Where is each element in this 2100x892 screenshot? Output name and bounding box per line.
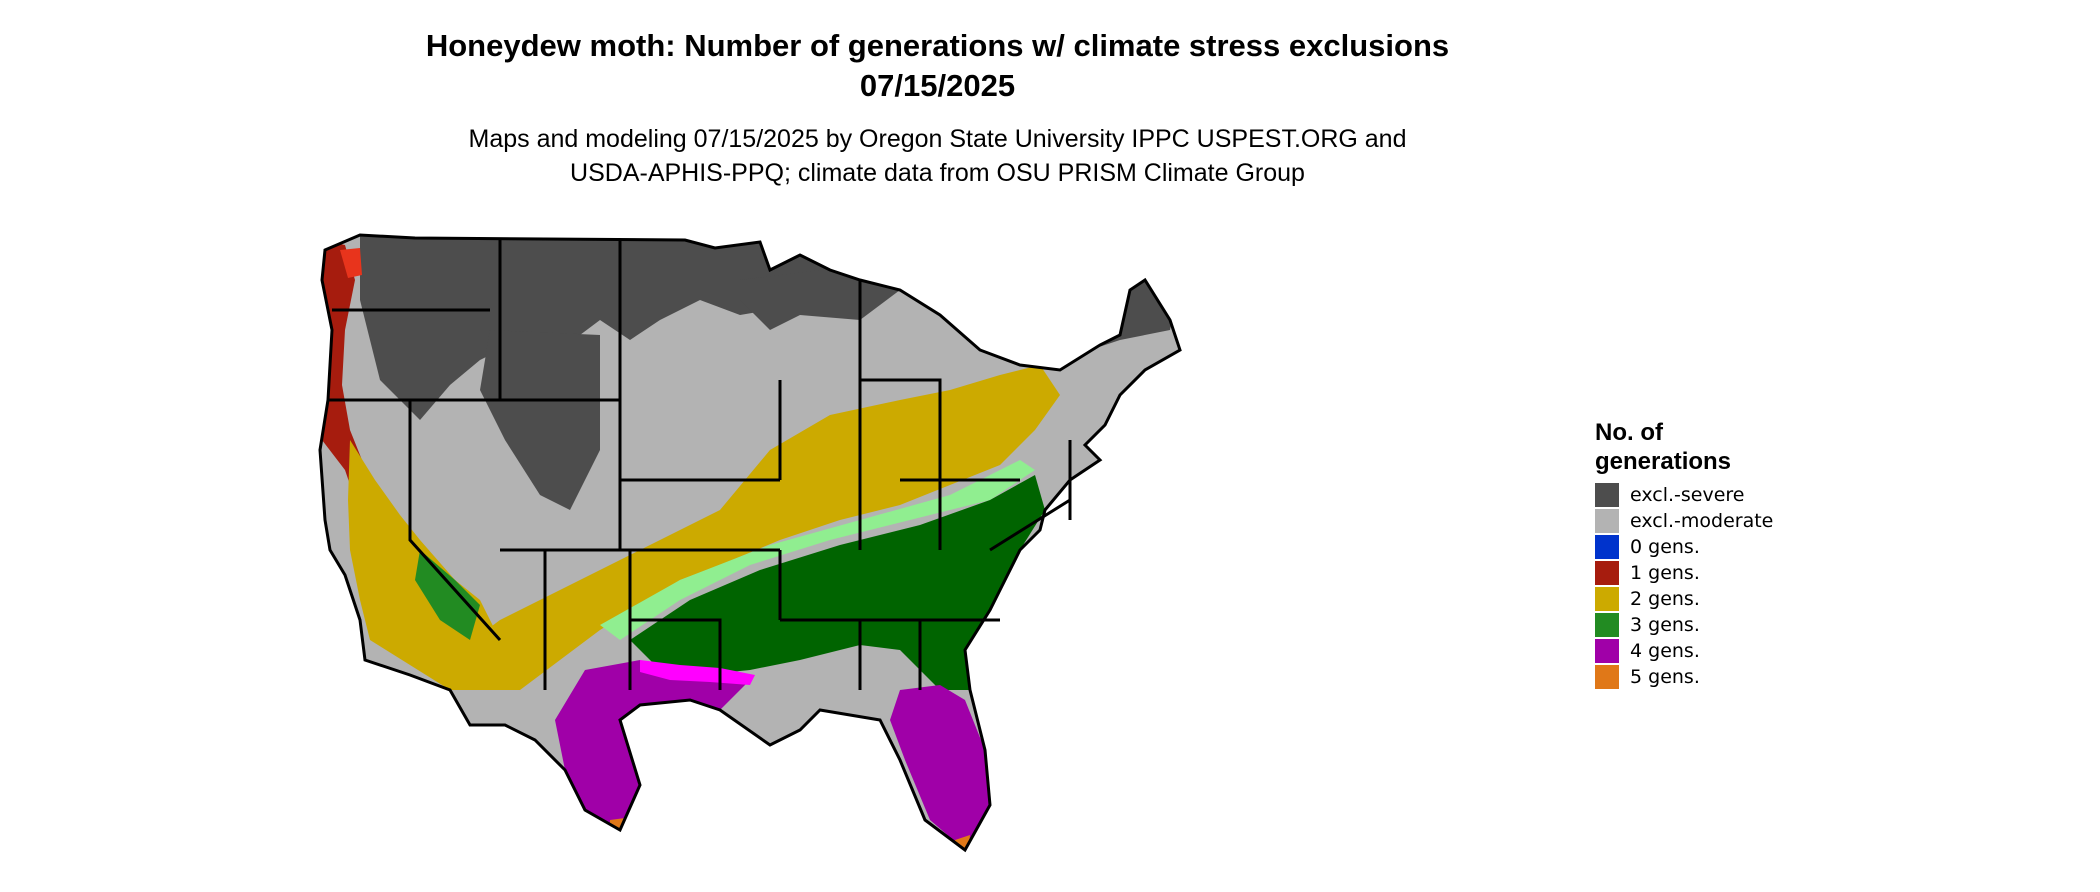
legend-item: 4 gens. (1595, 638, 1895, 664)
map-subtitle: Maps and modeling 07/15/2025 by Oregon S… (0, 122, 1875, 190)
legend-label: 2 gens. (1630, 588, 1700, 610)
map-subtitle-line-1: Maps and modeling 07/15/2025 by Oregon S… (468, 125, 1407, 153)
legend-item: 0 gens. (1595, 534, 1895, 560)
legend-swatch (1595, 483, 1619, 507)
legend-swatch (1595, 639, 1619, 663)
us-generations-map (318, 233, 1182, 853)
legend-label: 0 gens. (1630, 536, 1700, 558)
zone-light-green-margin (600, 460, 1035, 640)
legend-item: 5 gens. (1595, 664, 1895, 690)
legend-swatch (1595, 535, 1619, 559)
legend-label: 4 gens. (1630, 640, 1700, 662)
legend-label: excl.-severe (1630, 484, 1745, 506)
legend-title: No. of generations (1595, 418, 1895, 476)
legend-item: excl.-moderate (1595, 508, 1895, 534)
map-title-line-2: 07/15/2025 (859, 68, 1016, 103)
legend-item: 1 gens. (1595, 560, 1895, 586)
zone-3-gen-california (415, 550, 480, 640)
legend-label: excl.-moderate (1630, 510, 1774, 532)
legend-label: 3 gens. (1630, 614, 1700, 636)
legend-title-line-2: generations (1595, 448, 1732, 475)
map-subtitle-line-2: USDA-APHIS-PPQ; climate data from OSU PR… (570, 159, 1305, 187)
zone-1-gen-coast (320, 240, 370, 520)
legend-swatch (1595, 587, 1619, 611)
legend-swatch (1595, 613, 1619, 637)
legend-item: 3 gens. (1595, 612, 1895, 638)
zone-4-gen-florida (890, 685, 990, 850)
map-title: Honeydew moth: Number of generations w/ … (0, 26, 1875, 106)
zone-2-gen-south-belt (460, 365, 1060, 690)
legend-swatch (1595, 561, 1619, 585)
legend-swatch (1595, 665, 1619, 689)
legend-label: 1 gens. (1630, 562, 1700, 584)
generation-zones (320, 235, 1180, 850)
legend-swatch (1595, 509, 1619, 533)
legend-item: excl.-severe (1595, 482, 1895, 508)
zone-1-gen-puget (340, 248, 362, 278)
zone-magenta-edge (640, 660, 755, 685)
legend: No. of generations excl.-severe excl.-mod… (1595, 418, 1895, 690)
state-boundaries (318, 233, 1182, 853)
legend-item: 2 gens. (1595, 586, 1895, 612)
legend-label: 5 gens. (1630, 666, 1700, 688)
legend-title-line-1: No. of (1595, 419, 1663, 446)
legend-items: excl.-severe excl.-moderate 0 gens. 1 gens.… (1595, 482, 1895, 690)
map-title-line-1: Honeydew moth: Number of generations w/ … (425, 28, 1450, 63)
zone-excl-severe-rockies (480, 330, 600, 510)
